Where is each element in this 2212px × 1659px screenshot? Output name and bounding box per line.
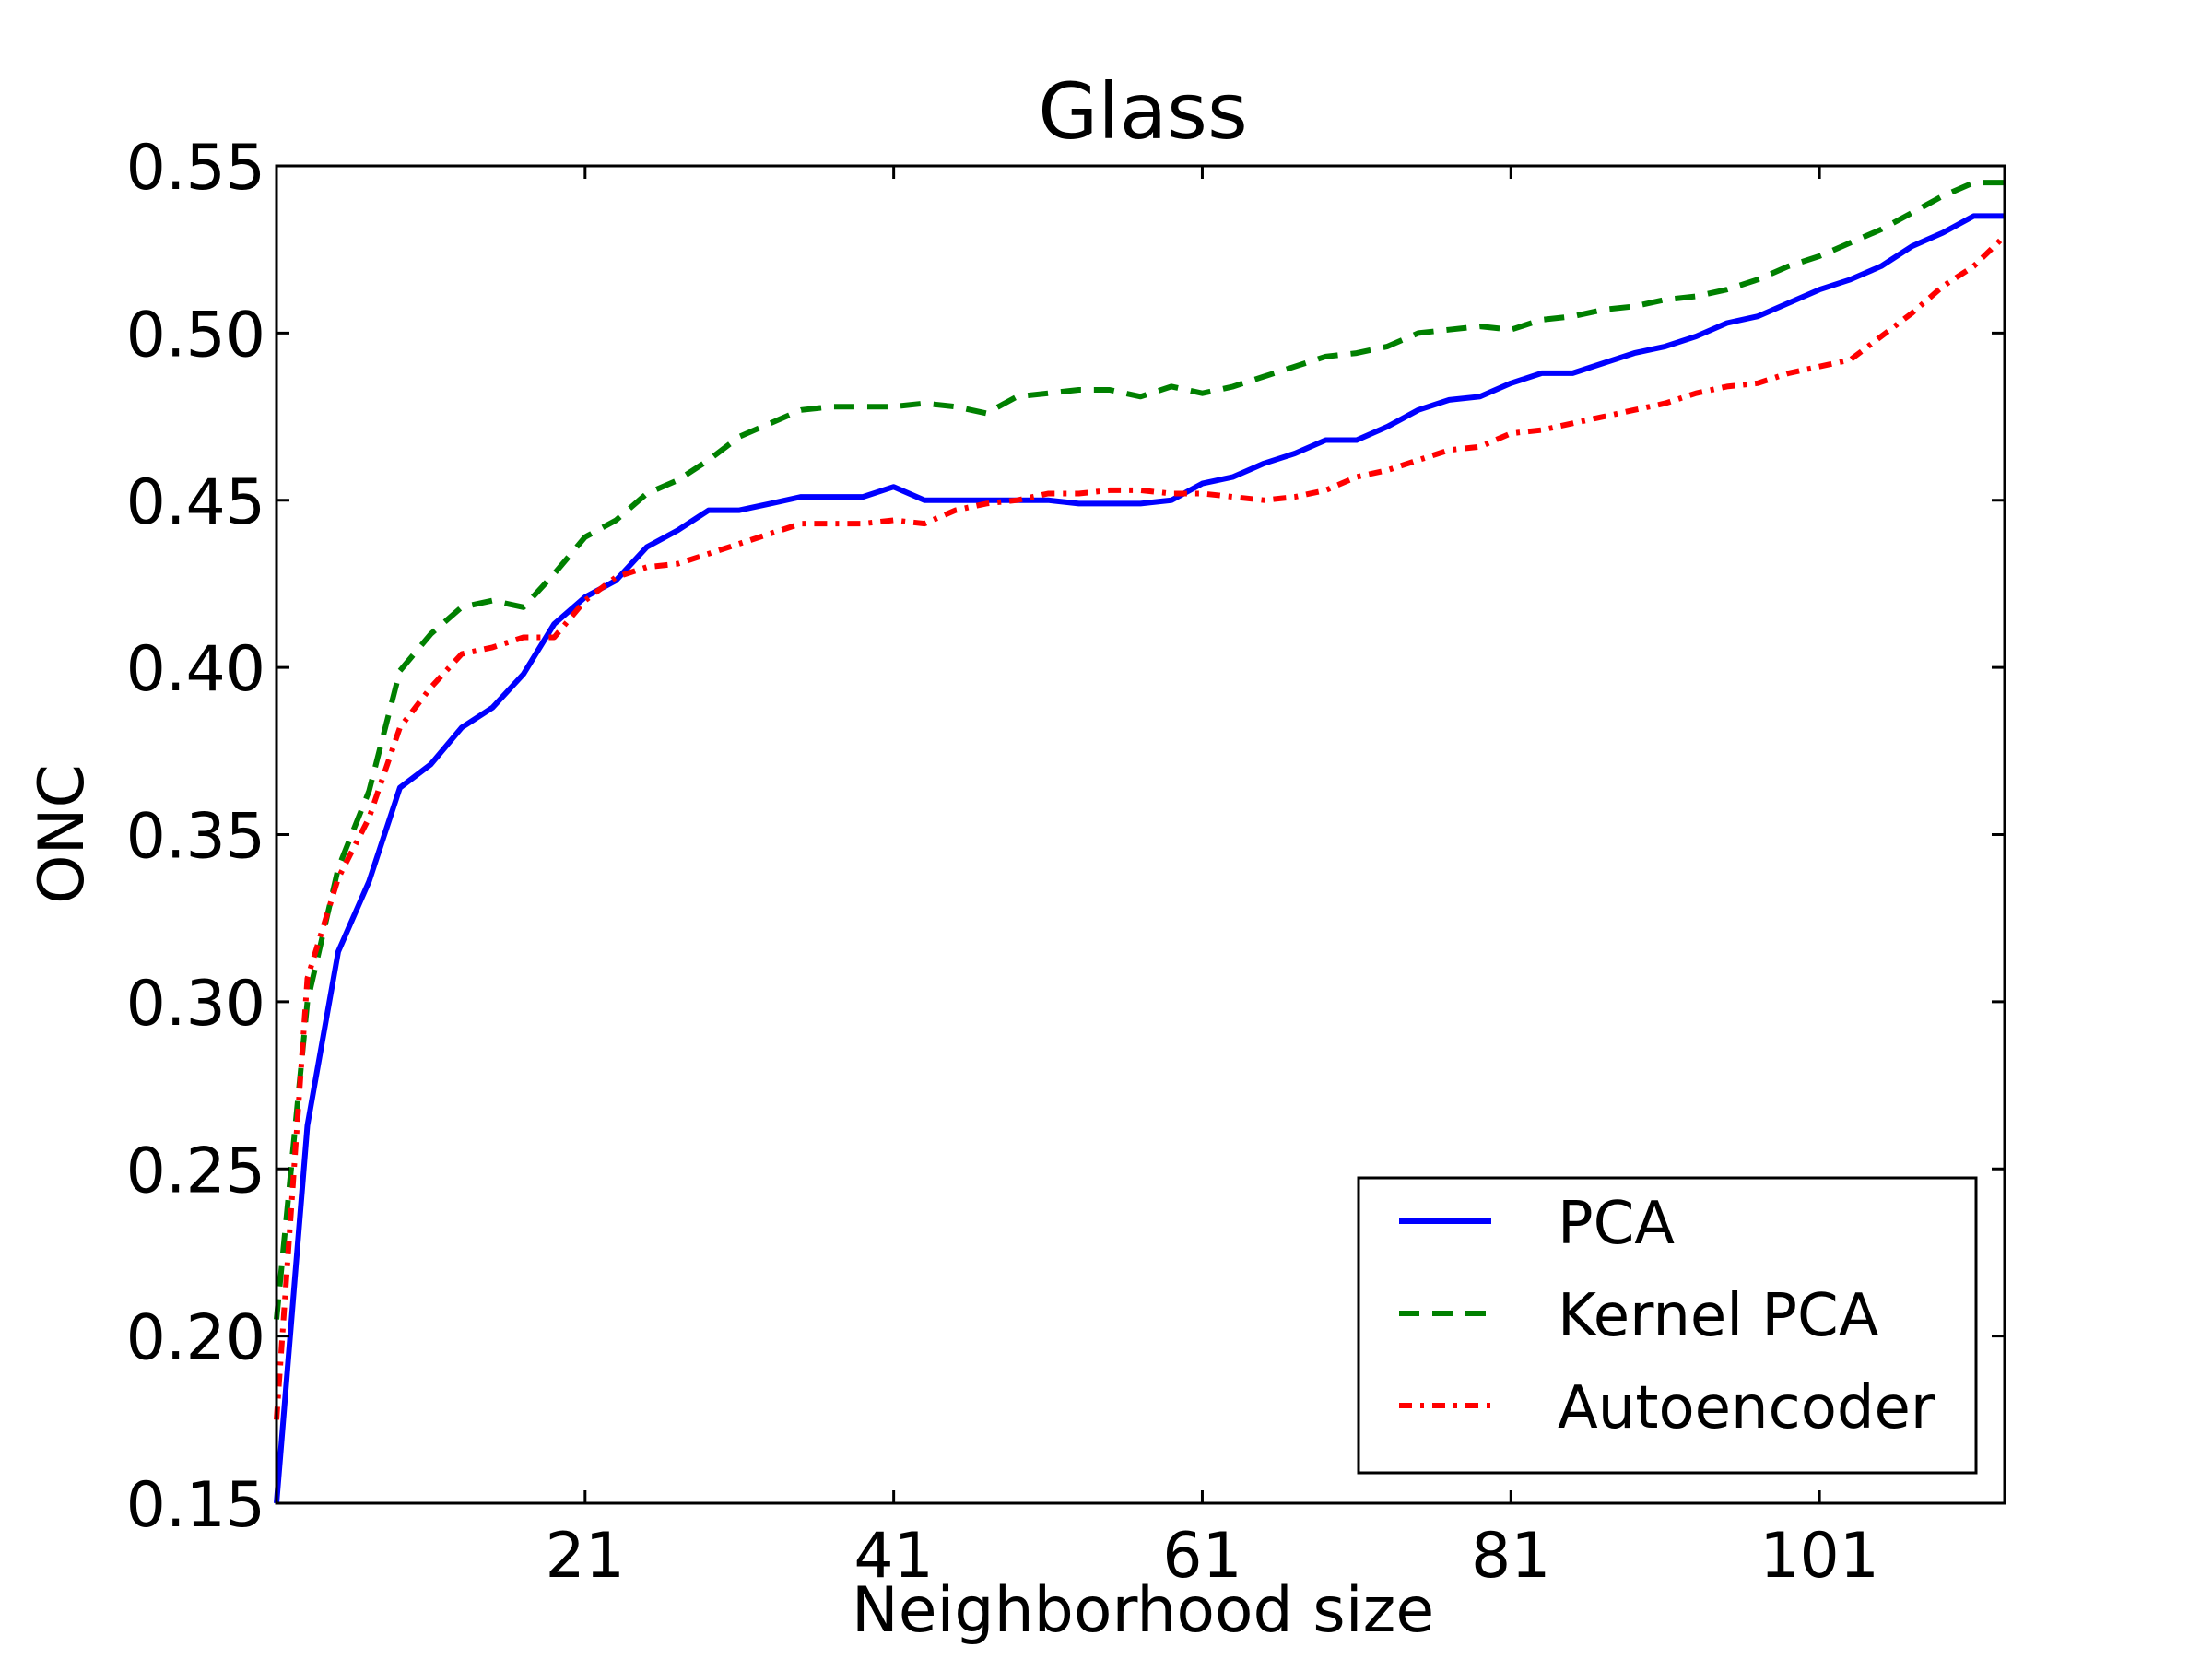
x-tick-label: 61 — [1162, 1520, 1242, 1593]
y-tick-label: 0.30 — [126, 968, 265, 1041]
x-tick-label: 81 — [1471, 1520, 1551, 1593]
legend-label-autoencoder: Autoencoder — [1558, 1374, 1936, 1442]
series-line-autoencoder — [274, 234, 2007, 1420]
y-tick-label: 0.40 — [126, 633, 265, 706]
y-tick-label: 0.45 — [126, 466, 265, 539]
x-tick-label: 21 — [546, 1520, 626, 1593]
series-line-kernel-pca — [274, 180, 2005, 1320]
x-axis-label: Neighborhood size — [852, 1574, 1434, 1647]
y-axis: 0.15 0.20 0.25 0.30 0.35 0.40 0.45 0.50 0.55 — [126, 132, 2005, 1542]
y-tick-label: 0.20 — [126, 1302, 265, 1375]
chart-title: Glass — [1038, 66, 1247, 157]
legend: PCA Kernel PCA Autoencoder — [1357, 1176, 1978, 1475]
legend-label-pca: PCA — [1558, 1190, 1675, 1258]
legend-box — [1357, 1176, 1978, 1475]
y-tick-label: 0.35 — [126, 801, 265, 874]
y-tick-label: 0.15 — [126, 1469, 265, 1542]
y-axis-label: ONC — [26, 764, 99, 904]
x-tick-label: 41 — [853, 1520, 934, 1593]
legend-label-kernel-pca: Kernel PCA — [1558, 1282, 1879, 1350]
x-axis: 21 41 61 81 101 — [546, 166, 1879, 1593]
x-tick-label: 101 — [1759, 1520, 1879, 1593]
y-tick-label: 0.55 — [126, 132, 265, 205]
y-tick-label: 0.50 — [126, 299, 265, 371]
plot-series — [274, 180, 2007, 1504]
y-tick-label: 0.25 — [126, 1135, 265, 1207]
series-line-pca — [274, 213, 2005, 1504]
